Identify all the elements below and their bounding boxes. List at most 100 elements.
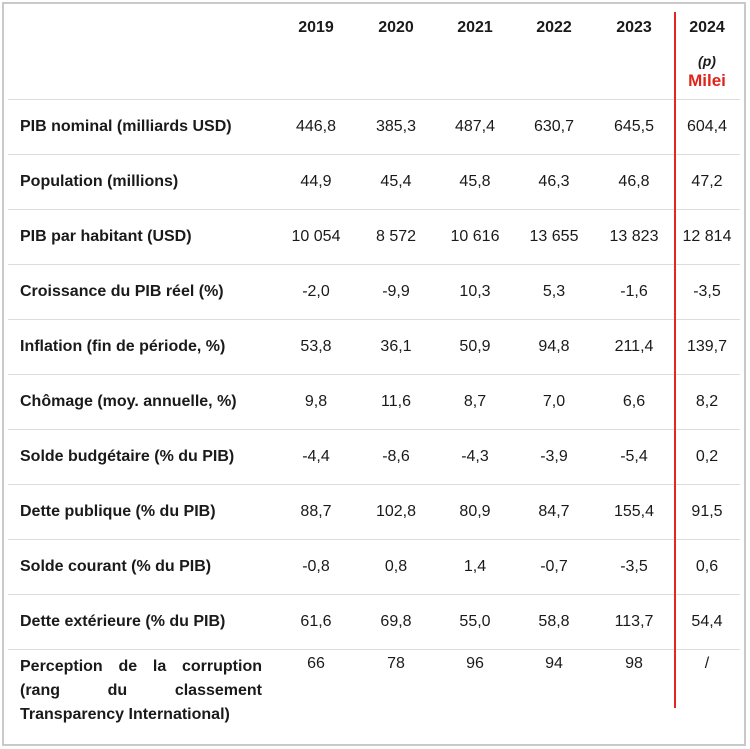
row-label: Inflation (fin de période, %) xyxy=(20,337,226,355)
value-cell: -4,3 xyxy=(461,447,489,465)
table-row: Solde budgétaire (% du PIB) -4,4 -8,6 -4,3 -… xyxy=(8,429,740,484)
value-cell: 5,3 xyxy=(542,282,566,300)
value-cell: 10,3 xyxy=(459,282,491,300)
value-cell: 94 xyxy=(545,654,563,672)
value-cell: -0,7 xyxy=(540,557,568,575)
value-cell: 9,8 xyxy=(304,392,328,410)
value-cell: -3,5 xyxy=(620,557,648,575)
table-row: PIB nominal (milliards USD) 446,8 385,3 487… xyxy=(8,99,740,154)
table-row: Chômage (moy. annuelle, %) 9,8 11,6 8,7 7,0 6… xyxy=(8,374,740,429)
value-cell: 61,6 xyxy=(300,612,332,630)
year-2020: 2020 xyxy=(378,19,414,36)
table-row: Dette extérieure (% du PIB) 61,6 69,8 55,0 5… xyxy=(8,594,740,649)
header-row: 2019 2020 2021 2022 2023 2024 (p) Milei xyxy=(8,8,740,99)
value-cell: 0,6 xyxy=(695,557,719,575)
value-cell: 0,8 xyxy=(384,557,408,575)
value-cell: 10 616 xyxy=(450,227,500,245)
value-cell: 139,7 xyxy=(686,337,728,355)
value-cell: -0,8 xyxy=(302,557,330,575)
value-cell: 604,4 xyxy=(686,117,728,135)
value-cell: 7,0 xyxy=(542,392,566,410)
year-2022: 2022 xyxy=(536,19,572,36)
table-row: Solde courant (% du PIB) -0,8 0,8 1,4 -0,7 -3… xyxy=(8,539,740,594)
milei-label: Milei xyxy=(688,71,726,90)
year-2024-label: 2024 xyxy=(689,19,725,36)
value-cell: -9,9 xyxy=(382,282,410,300)
value-cell: -1,6 xyxy=(620,282,648,300)
value-cell: 630,7 xyxy=(533,117,575,135)
value-cell: 13 655 xyxy=(529,227,579,245)
table-row: Perception de la corruption (rang du cla… xyxy=(8,649,740,727)
value-cell: 78 xyxy=(387,654,405,672)
value-cell: / xyxy=(704,654,710,672)
value-cell: 50,9 xyxy=(459,337,491,355)
value-cell: 1,4 xyxy=(463,557,487,575)
value-cell: 8,2 xyxy=(695,392,719,410)
value-cell: -5,4 xyxy=(620,447,648,465)
value-cell: 12 814 xyxy=(682,227,732,245)
value-cell: 45,8 xyxy=(459,172,491,190)
milei-divider-line xyxy=(674,12,676,708)
value-cell: 446,8 xyxy=(295,117,337,135)
table-row: Inflation (fin de période, %) 53,8 36,1 50,… xyxy=(8,319,740,374)
year-2021: 2021 xyxy=(457,19,493,36)
row-label: Solde courant (% du PIB) xyxy=(20,557,212,575)
value-cell: -2,0 xyxy=(302,282,330,300)
value-cell: 113,7 xyxy=(614,612,654,630)
value-cell: 45,4 xyxy=(380,172,412,190)
row-label: Population (millions) xyxy=(20,172,179,190)
value-cell: 66 xyxy=(307,654,325,672)
value-cell: 44,9 xyxy=(300,172,332,190)
row-label: PIB par habitant (USD) xyxy=(20,227,192,245)
row-label: PIB nominal (milliards USD) xyxy=(20,117,232,135)
value-cell: 0,2 xyxy=(695,447,719,465)
value-cell: 98 xyxy=(625,654,643,672)
table-row: Dette publique (% du PIB) 88,7 102,8 80,9 84… xyxy=(8,484,740,539)
table-row: Croissance du PIB réel (%) -2,0 -9,9 10,3 5,… xyxy=(8,264,740,319)
value-cell: 11,6 xyxy=(381,392,411,410)
projection-note: (p) xyxy=(698,53,716,69)
value-cell: 55,0 xyxy=(459,612,491,630)
value-cell: -3,5 xyxy=(693,282,721,300)
header-label-cell xyxy=(8,8,276,99)
value-cell: 69,8 xyxy=(380,612,412,630)
row-label: Croissance du PIB réel (%) xyxy=(20,282,224,300)
value-cell: 487,4 xyxy=(454,117,496,135)
value-cell: 80,9 xyxy=(459,502,491,520)
value-cell: 54,4 xyxy=(691,612,723,630)
value-cell: 46,8 xyxy=(618,172,650,190)
value-cell: 645,5 xyxy=(613,117,655,135)
value-cell: 36,1 xyxy=(380,337,412,355)
value-cell: 91,5 xyxy=(691,502,723,520)
value-cell: 88,7 xyxy=(300,502,332,520)
table-row: Population (millions) 44,9 45,4 45,8 46,3 46,… xyxy=(8,154,740,209)
year-2024: 2024 (p) Milei xyxy=(674,8,740,99)
value-cell: 94,8 xyxy=(538,337,570,355)
value-cell: -4,4 xyxy=(302,447,330,465)
value-cell: 84,7 xyxy=(538,502,570,520)
row-label: Perception de la corruption (rang du cla… xyxy=(20,657,262,723)
value-cell: -8,6 xyxy=(382,447,410,465)
economic-indicators-table: 2019 2020 2021 2022 2023 2024 (p) Milei … xyxy=(8,8,740,727)
value-cell: 53,8 xyxy=(300,337,332,355)
year-2023: 2023 xyxy=(616,19,652,36)
row-label: Solde budgétaire (% du PIB) xyxy=(20,447,235,465)
value-cell: 8,7 xyxy=(463,392,487,410)
row-label: Dette extérieure (% du PIB) xyxy=(20,612,226,630)
value-cell: 13 823 xyxy=(609,227,659,245)
value-cell: 8 572 xyxy=(375,227,417,245)
table-row: PIB par habitant (USD) 10 054 8 572 10 616 1… xyxy=(8,209,740,264)
value-cell: 47,2 xyxy=(691,172,723,190)
value-cell: 6,6 xyxy=(622,392,646,410)
value-cell: 211,4 xyxy=(614,337,654,355)
value-cell: 58,8 xyxy=(538,612,570,630)
value-cell: 155,4 xyxy=(613,502,655,520)
value-cell: 46,3 xyxy=(538,172,570,190)
value-cell: 10 054 xyxy=(291,227,341,245)
value-cell: -3,9 xyxy=(540,447,568,465)
row-label: Dette publique (% du PIB) xyxy=(20,502,216,520)
row-label: Chômage (moy. annuelle, %) xyxy=(20,392,237,410)
value-cell: 385,3 xyxy=(375,117,417,135)
value-cell: 96 xyxy=(466,654,484,672)
